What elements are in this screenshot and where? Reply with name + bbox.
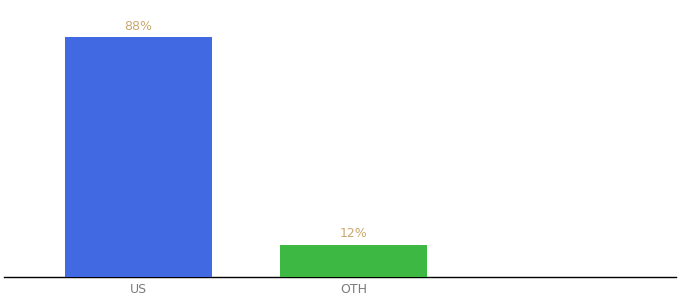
Text: 88%: 88% — [124, 20, 152, 33]
Text: 12%: 12% — [339, 227, 367, 240]
Bar — [65, 37, 212, 277]
Bar — [279, 244, 427, 277]
